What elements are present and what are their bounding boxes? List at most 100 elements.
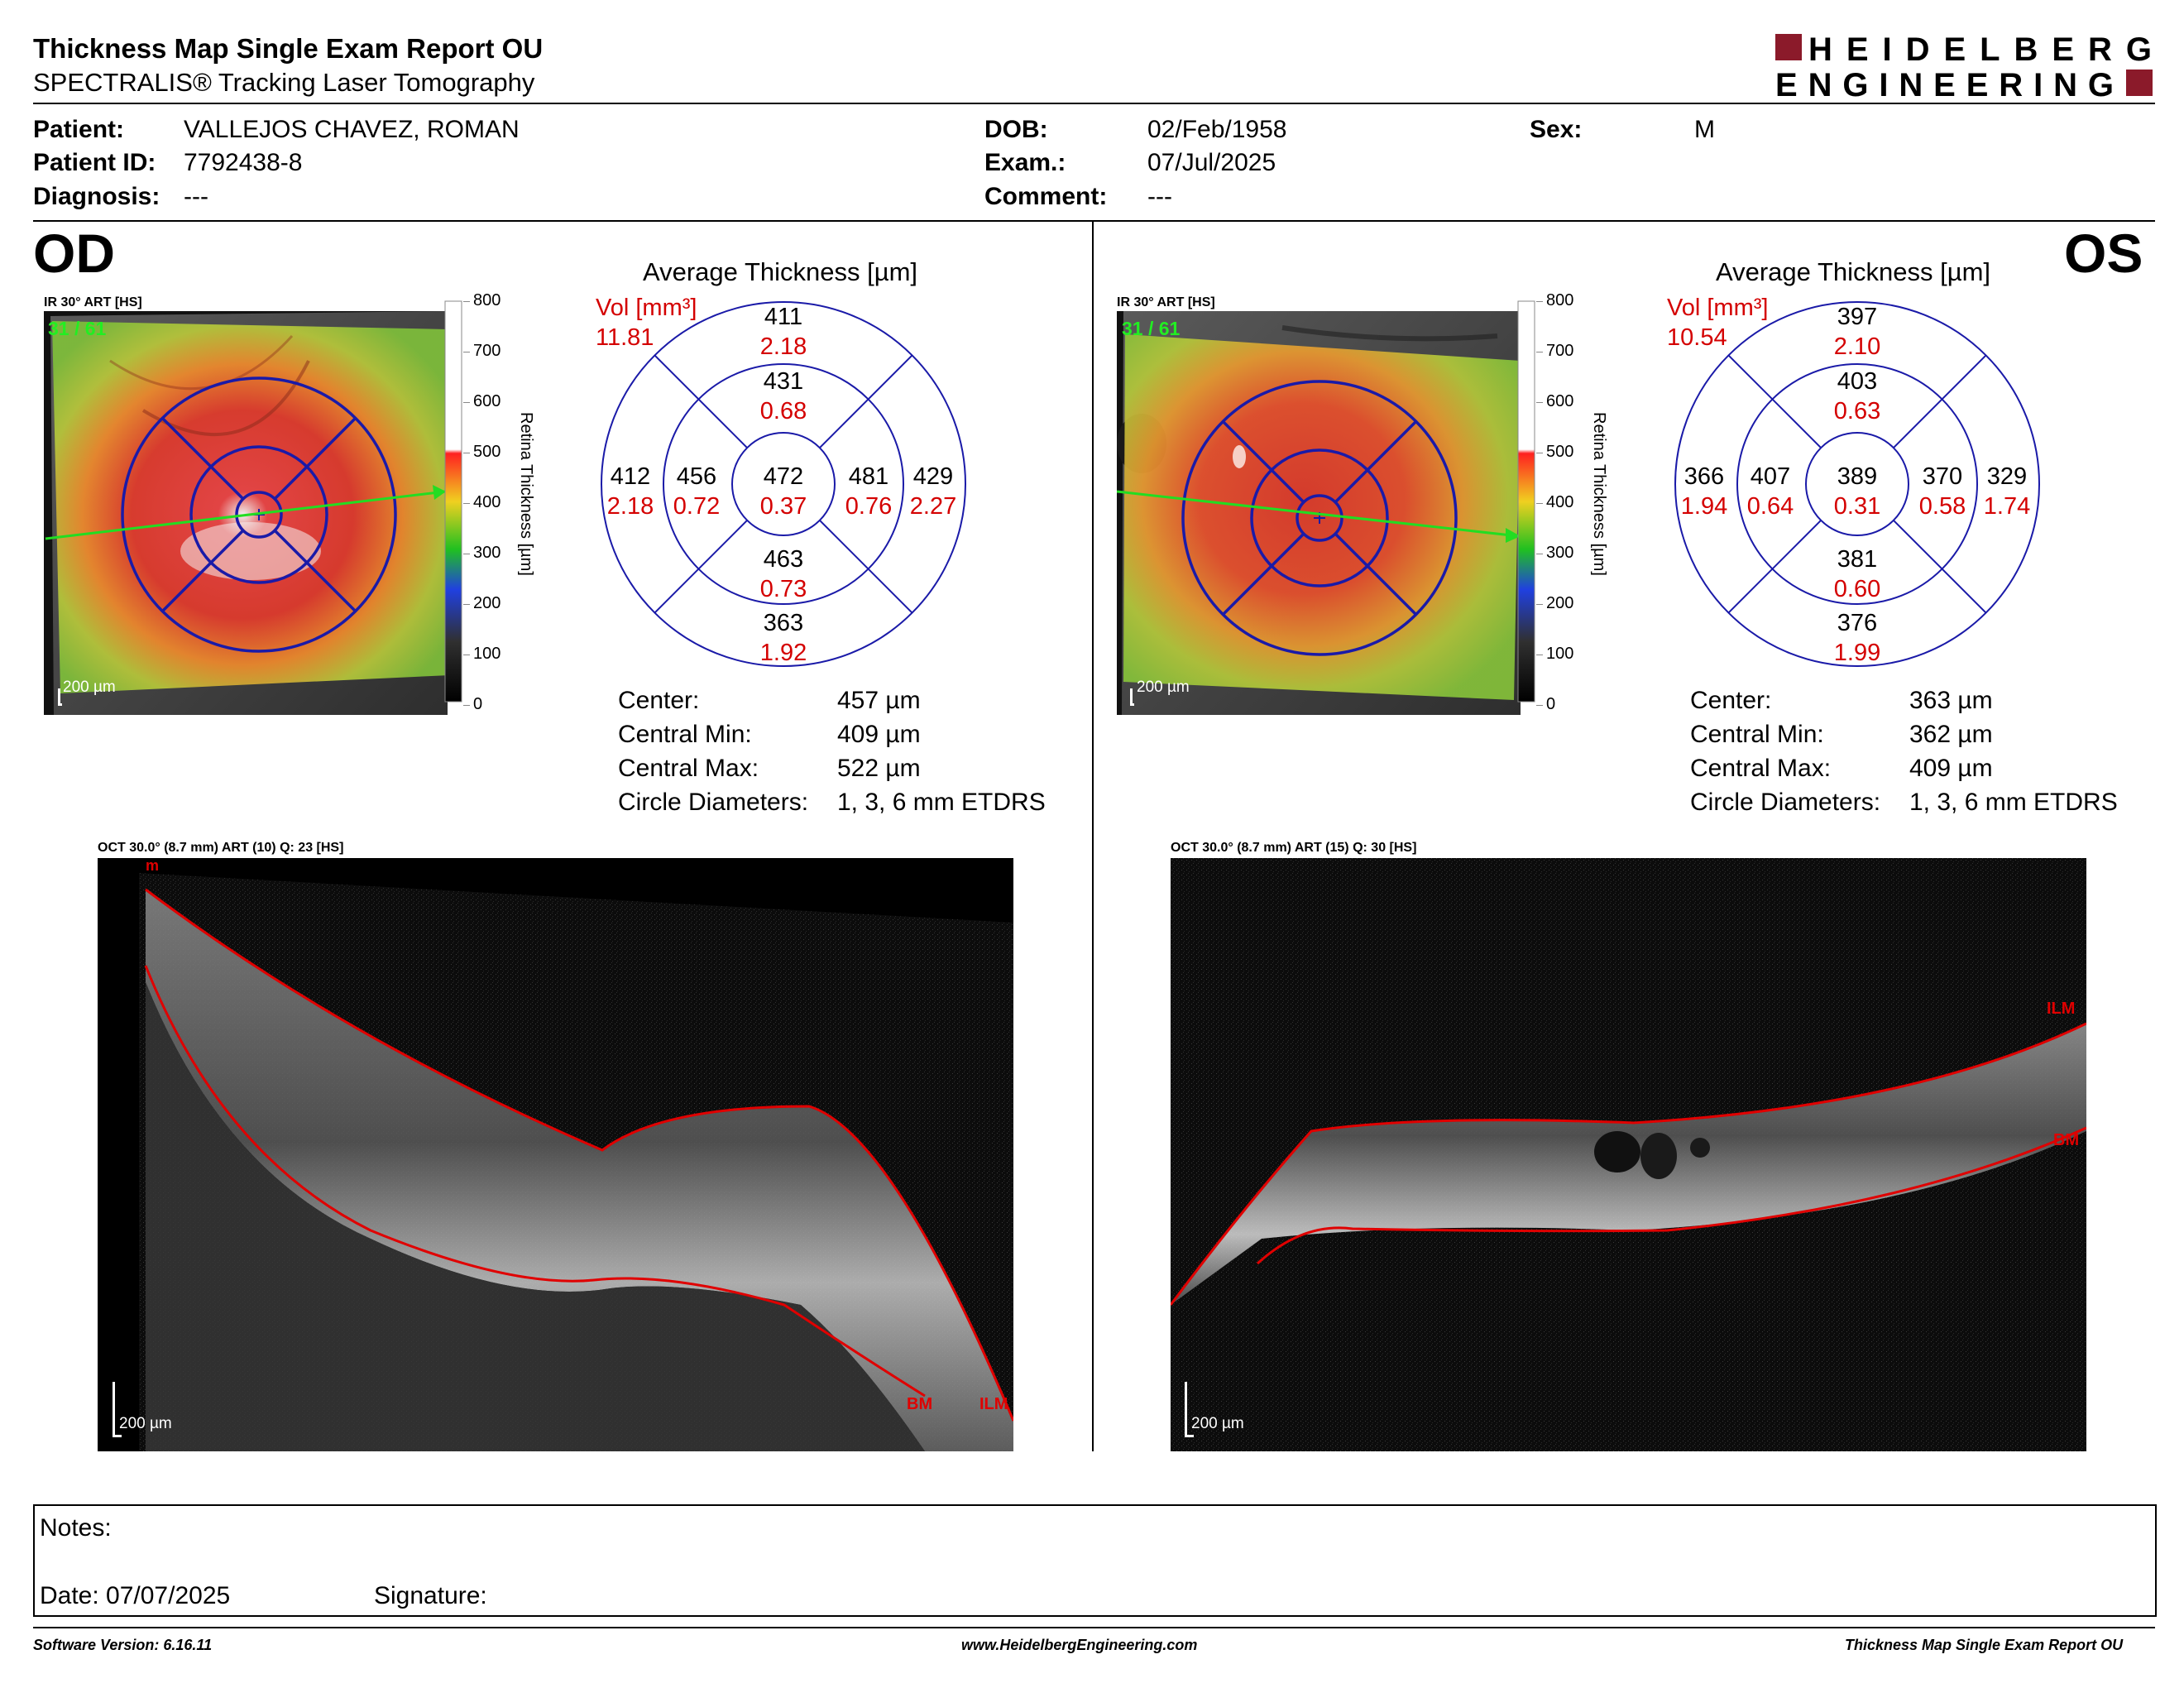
sex-value: M bbox=[1694, 116, 1715, 143]
os-colorbar-tick: 0 bbox=[1546, 695, 1556, 713]
od-etdrs-volume-inner_inferior: 0.73 bbox=[760, 576, 807, 602]
os-etdrs-volume-outer_left: 1.94 bbox=[1681, 493, 1727, 520]
od-etdrs-thickness-inner_left: 456 bbox=[677, 463, 716, 490]
patient-divider bbox=[33, 220, 2155, 222]
os-vol-value: 10.54 bbox=[1667, 324, 1727, 351]
os-stat-value: 362 µm bbox=[1909, 721, 1993, 748]
od-fundus-scalebar bbox=[58, 688, 62, 706]
os-stat-label: Central Max: bbox=[1690, 755, 1832, 782]
os-frame-counter: 31 / 61 bbox=[1122, 318, 1181, 339]
od-etdrs-ring bbox=[663, 363, 904, 605]
od-fundus-caption: IR 30° ART [HS] bbox=[44, 295, 142, 309]
od-etdrs-volume-inner_right: 0.76 bbox=[845, 493, 892, 520]
od-colorbar-tick: 200 bbox=[473, 594, 501, 612]
os-fundus-caption: IR 30° ART [HS] bbox=[1117, 295, 1215, 309]
patient-label: Patient: bbox=[33, 116, 125, 143]
od-colorbar-tick-mark bbox=[463, 503, 470, 504]
comment-value: --- bbox=[1147, 183, 1172, 210]
od-oct-ilm-label: ILM bbox=[979, 1395, 1008, 1413]
sex-label: Sex: bbox=[1530, 116, 1583, 143]
od-oct-scalebar bbox=[113, 1382, 122, 1437]
os-colorbar-tick: 200 bbox=[1546, 594, 1574, 612]
od-etdrs-thickness-inner_inferior: 463 bbox=[764, 546, 803, 573]
od-etdrs-thickness-outer_inferior: 363 bbox=[764, 610, 803, 636]
os-etdrs-ring bbox=[1674, 301, 2040, 667]
os-colorbar bbox=[1517, 300, 1535, 703]
exam-date: 07/Jul/2025 bbox=[1147, 149, 1276, 176]
os-etdrs-thickness-outer_superior: 397 bbox=[1837, 304, 1877, 330]
od-etdrs-grid: 472 0.37 431 0.68 463 0.73 456 0.72 481 0.76 411 2.… bbox=[601, 301, 966, 667]
os-colorbar-tick: 500 bbox=[1546, 443, 1574, 461]
od-colorbar bbox=[444, 300, 462, 703]
od-colorbar-tick: 100 bbox=[473, 645, 501, 663]
os-fundus-scale-label: 200 µm bbox=[1137, 679, 1190, 696]
os-etdrs-thickness-inner_right: 370 bbox=[1923, 463, 1962, 490]
od-frame-counter: 31 / 61 bbox=[48, 318, 107, 339]
logo-line2: ENGINEERING bbox=[1775, 67, 2116, 101]
os-etdrs-ring bbox=[1805, 432, 1909, 536]
od-vol-value: 11.81 bbox=[596, 324, 654, 351]
os-oct-scalebar bbox=[1185, 1382, 1194, 1437]
eye-label-os: OS bbox=[2064, 223, 2143, 284]
os-stat-value: 409 µm bbox=[1909, 755, 1993, 782]
os-etdrs-thickness-outer_right: 329 bbox=[1987, 463, 2027, 490]
od-etdrs-ring bbox=[731, 432, 836, 536]
os-oct-ilm-label: ILM bbox=[2047, 1000, 2076, 1018]
os-stat-label: Center: bbox=[1690, 687, 1772, 714]
footer-software-version: Software Version: 6.16.11 bbox=[33, 1637, 213, 1653]
od-etdrs-volume-outer_left: 2.18 bbox=[607, 493, 654, 520]
od-colorbar-tick-mark bbox=[463, 705, 470, 706]
od-etdrs-divider bbox=[819, 354, 913, 448]
notes-label: Notes: bbox=[40, 1514, 112, 1542]
notes-box[interactable] bbox=[33, 1504, 2157, 1617]
os-stat-value: 363 µm bbox=[1909, 687, 1993, 714]
os-etdrs-divider bbox=[1893, 354, 1987, 448]
od-oct-scale-label: 200 µm bbox=[119, 1415, 172, 1432]
os-etdrs-thickness-inner_superior: 403 bbox=[1837, 368, 1877, 395]
os-etdrs-divider bbox=[1727, 354, 1822, 448]
os-colorbar-title: Retina Thickness [µm] bbox=[1590, 412, 1608, 576]
od-stat-value: 457 µm bbox=[837, 687, 921, 714]
od-etdrs-thickness-inner_superior: 431 bbox=[764, 368, 803, 395]
od-stat-label: Circle Diameters: bbox=[618, 789, 809, 816]
od-etdrs-divider bbox=[654, 520, 748, 614]
os-etdrs-volume-outer_right: 1.74 bbox=[1984, 493, 2030, 520]
os-colorbar-tick: 600 bbox=[1546, 392, 1574, 410]
os-etdrs-thickness-center: 389 bbox=[1837, 463, 1877, 490]
patient-id-label: Patient ID: bbox=[33, 149, 156, 176]
os-etdrs-thickness-inner_left: 407 bbox=[1751, 463, 1790, 490]
od-fundus-image bbox=[44, 311, 448, 715]
header-divider bbox=[33, 103, 2155, 104]
od-etdrs-title: Average Thickness [µm] bbox=[643, 257, 918, 286]
od-etdrs-volume-outer_superior: 2.18 bbox=[760, 333, 807, 360]
od-etdrs-volume-inner_left: 0.72 bbox=[673, 493, 720, 520]
comment-label: Comment: bbox=[984, 183, 1108, 210]
od-oct-bscan bbox=[98, 858, 1013, 1451]
od-etdrs-ring bbox=[601, 301, 966, 667]
footer-website[interactable]: www.HeidelbergEngineering.com bbox=[961, 1637, 1198, 1653]
od-etdrs-thickness-outer_left: 412 bbox=[611, 463, 650, 490]
os-etdrs-volume-inner_left: 0.64 bbox=[1747, 493, 1794, 520]
os-colorbar-tick: 300 bbox=[1546, 544, 1574, 562]
eye-divider bbox=[1092, 222, 1094, 1451]
od-etdrs-thickness-outer_right: 429 bbox=[913, 463, 953, 490]
dob-label: DOB: bbox=[984, 116, 1048, 143]
os-etdrs-volume-outer_superior: 2.10 bbox=[1834, 333, 1880, 360]
od-colorbar-tick-mark bbox=[463, 604, 470, 605]
os-colorbar-tick: 700 bbox=[1546, 342, 1574, 360]
os-colorbar-tick: 100 bbox=[1546, 645, 1574, 663]
os-stat-value: 1, 3, 6 mm ETDRS bbox=[1909, 789, 2118, 816]
signature-label: Signature: bbox=[374, 1582, 487, 1609]
od-vol-label: Vol [mm³] bbox=[596, 295, 697, 321]
os-fundus-image bbox=[1117, 311, 1521, 715]
od-stat-label: Center: bbox=[618, 687, 700, 714]
od-etdrs-volume-center: 0.37 bbox=[760, 493, 807, 520]
os-etdrs-divider bbox=[1893, 520, 1987, 614]
exam-label: Exam.: bbox=[984, 149, 1066, 176]
diagnosis-value: --- bbox=[184, 183, 208, 210]
os-etdrs-thickness-inner_inferior: 381 bbox=[1837, 546, 1877, 573]
patient-id: 7792438-8 bbox=[184, 149, 303, 176]
report-title: Thickness Map Single Exam Report OU bbox=[33, 33, 544, 64]
os-oct-bscan bbox=[1171, 858, 2086, 1451]
od-etdrs-divider bbox=[819, 520, 913, 614]
